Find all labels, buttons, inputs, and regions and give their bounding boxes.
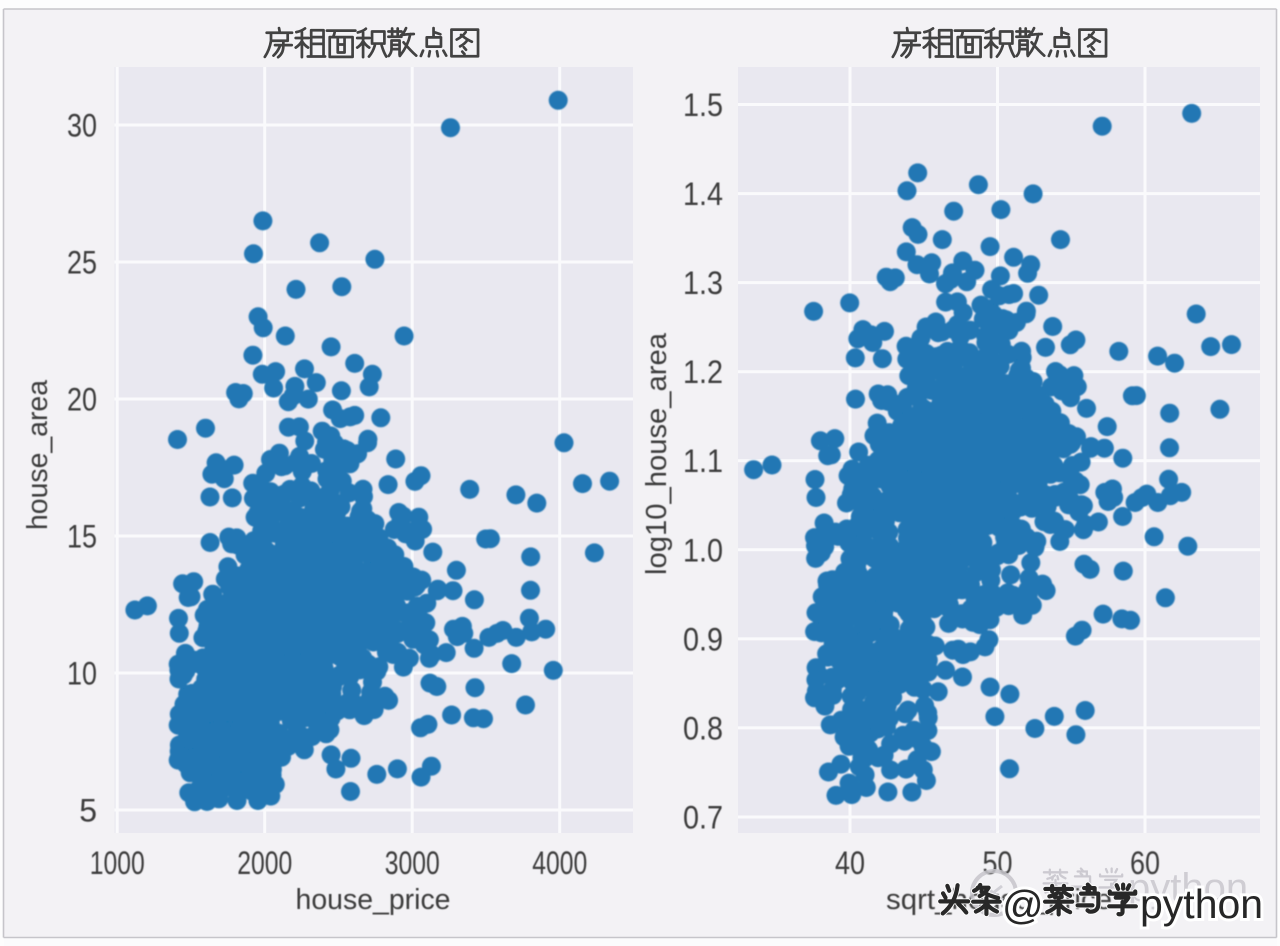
svg-text:1.0: 1.0: [683, 532, 723, 568]
svg-text:python: python: [1128, 866, 1248, 910]
svg-text:2000: 2000: [237, 845, 292, 881]
svg-text:5: 5: [79, 793, 97, 829]
svg-text:1.3: 1.3: [683, 265, 723, 301]
svg-text:40: 40: [835, 845, 865, 881]
svg-text:25: 25: [67, 245, 97, 281]
svg-text:1000: 1000: [90, 845, 145, 881]
svg-text:0.9: 0.9: [683, 621, 723, 657]
svg-text:10: 10: [67, 656, 97, 692]
svg-text:1.2: 1.2: [683, 354, 723, 390]
svg-text:3000: 3000: [385, 845, 440, 881]
svg-text:house_price: house_price: [296, 884, 451, 916]
svg-text:30: 30: [67, 108, 97, 144]
svg-text:20: 20: [67, 382, 97, 418]
svg-text:log10_house_area: log10_house_area: [641, 332, 673, 575]
svg-text:0.8: 0.8: [683, 710, 723, 746]
svg-text:15: 15: [67, 519, 97, 555]
svg-text:4000: 4000: [532, 845, 587, 881]
svg-text:0.7: 0.7: [683, 800, 723, 836]
svg-text:python: python: [1140, 881, 1263, 927]
svg-text:house_area: house_area: [22, 379, 54, 530]
svg-text:1.4: 1.4: [683, 176, 723, 212]
svg-text:1.5: 1.5: [683, 87, 723, 123]
svg-text:1.1: 1.1: [683, 443, 723, 479]
svg-text:@: @: [1002, 882, 1044, 928]
svg-text:60: 60: [1130, 845, 1160, 881]
